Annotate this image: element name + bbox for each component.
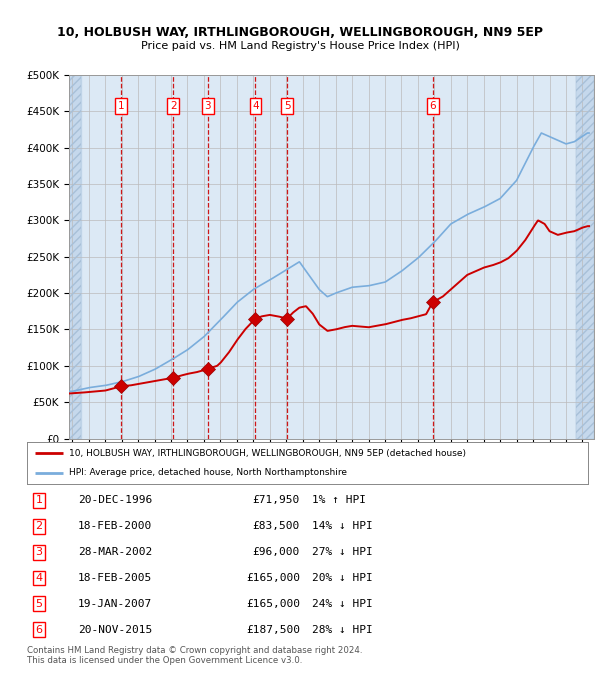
Text: £187,500: £187,500: [246, 625, 300, 634]
Text: 4: 4: [252, 101, 259, 111]
Text: Price paid vs. HM Land Registry's House Price Index (HPI): Price paid vs. HM Land Registry's House …: [140, 41, 460, 51]
Text: 10, HOLBUSH WAY, IRTHLINGBOROUGH, WELLINGBOROUGH, NN9 5EP: 10, HOLBUSH WAY, IRTHLINGBOROUGH, WELLIN…: [57, 26, 543, 39]
Text: £165,000: £165,000: [246, 599, 300, 609]
Text: 5: 5: [284, 101, 290, 111]
Text: 1: 1: [118, 101, 124, 111]
Text: 2: 2: [35, 522, 43, 531]
Text: 24% ↓ HPI: 24% ↓ HPI: [312, 599, 373, 609]
Text: 6: 6: [430, 101, 436, 111]
Text: 28-MAR-2002: 28-MAR-2002: [78, 547, 152, 557]
Text: 14% ↓ HPI: 14% ↓ HPI: [312, 522, 373, 531]
Text: £96,000: £96,000: [253, 547, 300, 557]
Bar: [69, 75, 80, 439]
Text: 4: 4: [35, 573, 43, 583]
Text: 20-NOV-2015: 20-NOV-2015: [78, 625, 152, 634]
Bar: [69, 75, 80, 439]
Text: 1% ↑ HPI: 1% ↑ HPI: [312, 496, 366, 505]
Text: 19-JAN-2007: 19-JAN-2007: [78, 599, 152, 609]
Text: 3: 3: [205, 101, 211, 111]
Text: HPI: Average price, detached house, North Northamptonshire: HPI: Average price, detached house, Nort…: [69, 469, 347, 477]
Bar: [576, 75, 594, 439]
Text: £83,500: £83,500: [253, 522, 300, 531]
Text: 2: 2: [170, 101, 176, 111]
Text: 18-FEB-2000: 18-FEB-2000: [78, 522, 152, 531]
Text: 20% ↓ HPI: 20% ↓ HPI: [312, 573, 373, 583]
Text: 1: 1: [35, 496, 43, 505]
Text: 28% ↓ HPI: 28% ↓ HPI: [312, 625, 373, 634]
Bar: [576, 75, 594, 439]
Text: 18-FEB-2005: 18-FEB-2005: [78, 573, 152, 583]
Text: Contains HM Land Registry data © Crown copyright and database right 2024.
This d: Contains HM Land Registry data © Crown c…: [27, 646, 362, 666]
Text: 27% ↓ HPI: 27% ↓ HPI: [312, 547, 373, 557]
Text: 5: 5: [35, 599, 43, 609]
Text: £71,950: £71,950: [253, 496, 300, 505]
Text: 6: 6: [35, 625, 43, 634]
Text: £165,000: £165,000: [246, 573, 300, 583]
Text: 10, HOLBUSH WAY, IRTHLINGBOROUGH, WELLINGBOROUGH, NN9 5EP (detached house): 10, HOLBUSH WAY, IRTHLINGBOROUGH, WELLIN…: [69, 449, 466, 458]
Text: 20-DEC-1996: 20-DEC-1996: [78, 496, 152, 505]
Text: 3: 3: [35, 547, 43, 557]
